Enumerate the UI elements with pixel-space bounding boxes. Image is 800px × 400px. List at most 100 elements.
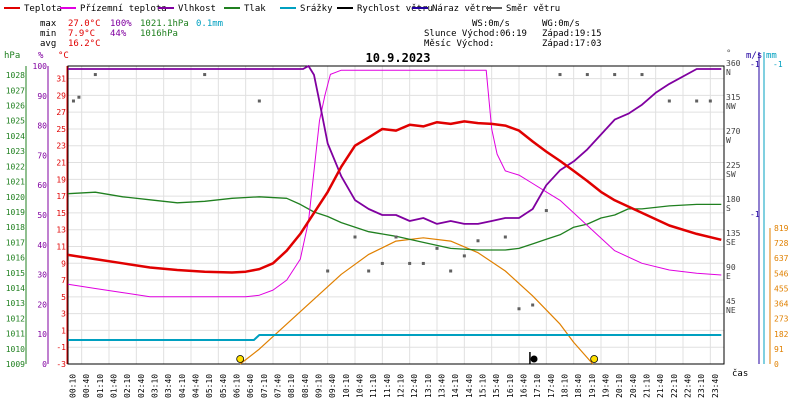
direction-tick-label: SW bbox=[726, 170, 736, 179]
legend-label: Srážky bbox=[300, 4, 333, 14]
direction-tick-label: N bbox=[726, 68, 731, 77]
x-tick-label: 22:10 bbox=[670, 374, 679, 398]
x-tick-label: 19:10 bbox=[588, 374, 597, 398]
x-tick-label: 00:40 bbox=[82, 374, 91, 398]
pct-tick-label: 30 bbox=[37, 271, 47, 280]
solar-line bbox=[239, 237, 594, 365]
ms-tick-label: -1 bbox=[750, 60, 760, 69]
sunset-marker bbox=[590, 355, 599, 363]
x-tick-label: 20:10 bbox=[615, 374, 624, 398]
x-tick-label: 04:40 bbox=[192, 374, 201, 398]
chart-marks bbox=[71, 73, 712, 364]
stat-max-temp: 27.0°C bbox=[68, 19, 101, 29]
x-tick-label: 03:40 bbox=[164, 374, 173, 398]
direction-tick-label: 315 bbox=[726, 93, 741, 102]
direction-tick-label: SE bbox=[726, 238, 736, 247]
x-tick-label: 12:40 bbox=[410, 374, 419, 398]
hpa-tick-label: 1021 bbox=[6, 178, 25, 187]
stat-max-hum: 100% bbox=[110, 19, 132, 29]
pct-tick-label: 80 bbox=[37, 122, 47, 131]
direction-tick-label: 45 bbox=[726, 297, 736, 306]
hpa-tick-label: 1019 bbox=[6, 208, 25, 217]
x-tick-label: 13:40 bbox=[438, 374, 447, 398]
hpa-tick-label: 1018 bbox=[6, 223, 25, 232]
celsius-tick-label: 31 bbox=[56, 75, 66, 84]
x-tick-label: 04:10 bbox=[178, 374, 187, 398]
moonrise-readout: Měsíc Východ: bbox=[424, 39, 494, 49]
wind-direction-point bbox=[380, 261, 384, 265]
ms-tick-label: -1 bbox=[750, 210, 760, 219]
hpa-tick-label: 1022 bbox=[6, 162, 25, 171]
pct-tick-label: 50 bbox=[37, 211, 47, 220]
hpa-tick-label: 1026 bbox=[6, 102, 25, 111]
stat-avg-temp: 16.2°C bbox=[68, 39, 101, 49]
x-tick-label: 21:40 bbox=[656, 374, 665, 398]
x-tick-label: 18:40 bbox=[574, 374, 583, 398]
x-tick-label: 15:40 bbox=[492, 374, 501, 398]
x-tick-label: 07:40 bbox=[274, 374, 283, 398]
x-tick-label: 05:40 bbox=[219, 374, 228, 398]
x-tick-label: 06:40 bbox=[246, 374, 255, 398]
celsius-tick-label: 3 bbox=[61, 310, 66, 319]
x-tick-label: 01:10 bbox=[96, 374, 105, 398]
x-tick-label: 15:10 bbox=[479, 374, 488, 398]
wind-direction-point bbox=[708, 99, 712, 103]
degree-unit: ° bbox=[726, 49, 731, 59]
x-tick-label: 10:10 bbox=[342, 374, 351, 398]
chart-series bbox=[67, 65, 722, 365]
x-tick-label: 16:10 bbox=[506, 374, 515, 398]
celsius-tick-label: 29 bbox=[56, 91, 66, 100]
direction-tick-label: 180 bbox=[726, 195, 741, 204]
pct-tick-label: 70 bbox=[37, 151, 47, 160]
wind-direction-point bbox=[544, 209, 548, 213]
x-tick-label: 09:10 bbox=[315, 374, 324, 398]
sunset-readout: Západ:19:15 bbox=[542, 29, 602, 39]
wind-speed-readout: WS:0m/s bbox=[472, 19, 510, 29]
wind-direction-point bbox=[421, 261, 425, 265]
hpa-tick-label: 1013 bbox=[6, 299, 25, 308]
wind-direction-point bbox=[613, 73, 617, 77]
wind-direction-point bbox=[585, 73, 589, 77]
direction-tick-label: W bbox=[726, 136, 731, 145]
ms-unit: m/s bbox=[746, 51, 762, 61]
direction-tick-label: 135 bbox=[726, 229, 741, 238]
wind-direction-point bbox=[353, 235, 357, 239]
direction-tick-label: 225 bbox=[726, 161, 741, 170]
hpa-tick-label: 1027 bbox=[6, 86, 25, 95]
celsius-tick-label: 13 bbox=[56, 226, 66, 235]
celsius-tick-label: 21 bbox=[56, 159, 66, 168]
x-tick-label: 11:40 bbox=[383, 374, 392, 398]
legend-label: Rychlost větru bbox=[357, 4, 433, 14]
wind-direction-point bbox=[71, 99, 75, 103]
celsius-tick-label: 15 bbox=[56, 209, 66, 218]
wind-direction-point bbox=[77, 95, 81, 99]
hpa-unit: hPa bbox=[4, 51, 20, 61]
stats-box: max 27.0°C 100% 1021.1hPa 0.1mm min 7.9°… bbox=[40, 19, 223, 49]
pct-tick-label: 10 bbox=[37, 330, 47, 339]
stat-max-press: 1021.1hPa bbox=[140, 19, 189, 29]
x-tick-label: 19:40 bbox=[602, 374, 611, 398]
x-tick-label: 07:10 bbox=[260, 374, 269, 398]
x-tick-label: 12:10 bbox=[397, 374, 406, 398]
hpa-tick-label: 1016 bbox=[6, 254, 25, 263]
solar-tick-label: 364 bbox=[774, 300, 789, 309]
x-tick-label: 09:40 bbox=[328, 374, 337, 398]
stat-min-press: 1016hPa bbox=[140, 29, 178, 39]
x-tick-label: 23:10 bbox=[697, 374, 706, 398]
wind-direction-point bbox=[503, 235, 507, 239]
direction-tick-label: 270 bbox=[726, 127, 741, 136]
x-tick-label: 14:40 bbox=[465, 374, 474, 398]
celsius-tick-label: 19 bbox=[56, 175, 66, 184]
pct-tick-label: 40 bbox=[37, 241, 47, 250]
solar-tick-label: 182 bbox=[774, 330, 789, 339]
celsius-tick-label: 11 bbox=[56, 242, 66, 251]
rain-line bbox=[68, 334, 722, 341]
plot-frame bbox=[67, 65, 725, 365]
legend-label: Teplota bbox=[24, 4, 62, 14]
legend-label: Přízemní teplota bbox=[80, 4, 167, 14]
wind-direction-point bbox=[667, 99, 671, 103]
x-tick-label: 02:40 bbox=[137, 374, 146, 398]
wind-direction-point bbox=[435, 246, 439, 250]
solar-tick-label: 0 bbox=[774, 360, 779, 369]
